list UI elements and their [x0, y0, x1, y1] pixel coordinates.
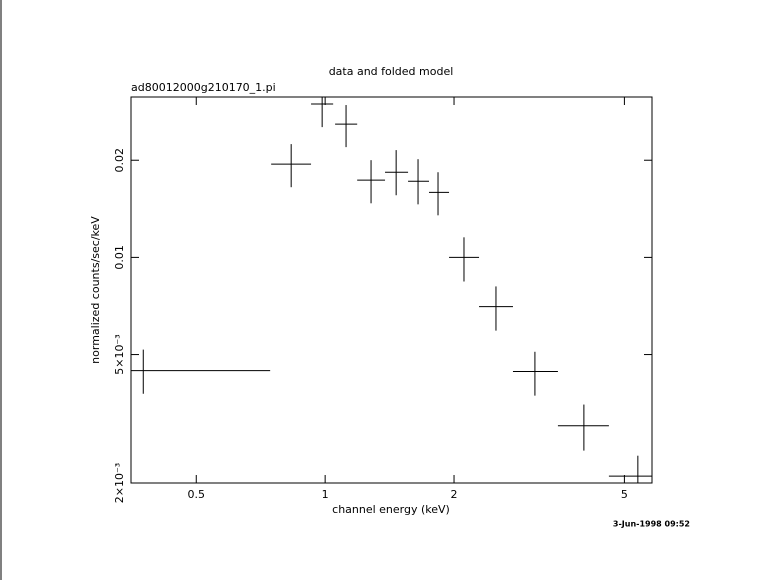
x-axis-label: channel energy (keV) [332, 503, 450, 516]
x-tick-label: 1 [322, 488, 329, 501]
x-tick-label: 5 [621, 488, 628, 501]
x-tick-label: 0.5 [188, 488, 206, 501]
x-tick-label: 2 [451, 488, 458, 501]
plot-marks [131, 97, 652, 483]
chart-subtitle: ad80012000g210170_1.pi [131, 81, 276, 94]
y-tick-label: 2×10⁻³ [113, 463, 126, 503]
y-tick-label: 0.01 [113, 245, 126, 270]
plot-frame [130, 96, 653, 484]
chart-title: data and folded model [329, 65, 454, 78]
y-tick-label: 0.02 [113, 148, 126, 173]
y-axis-label: normalized counts/sec/keV [89, 216, 102, 364]
y-tick-label: 5×10⁻³ [113, 334, 126, 374]
timestamp: 3-Jun-1998 09:52 [613, 520, 690, 529]
